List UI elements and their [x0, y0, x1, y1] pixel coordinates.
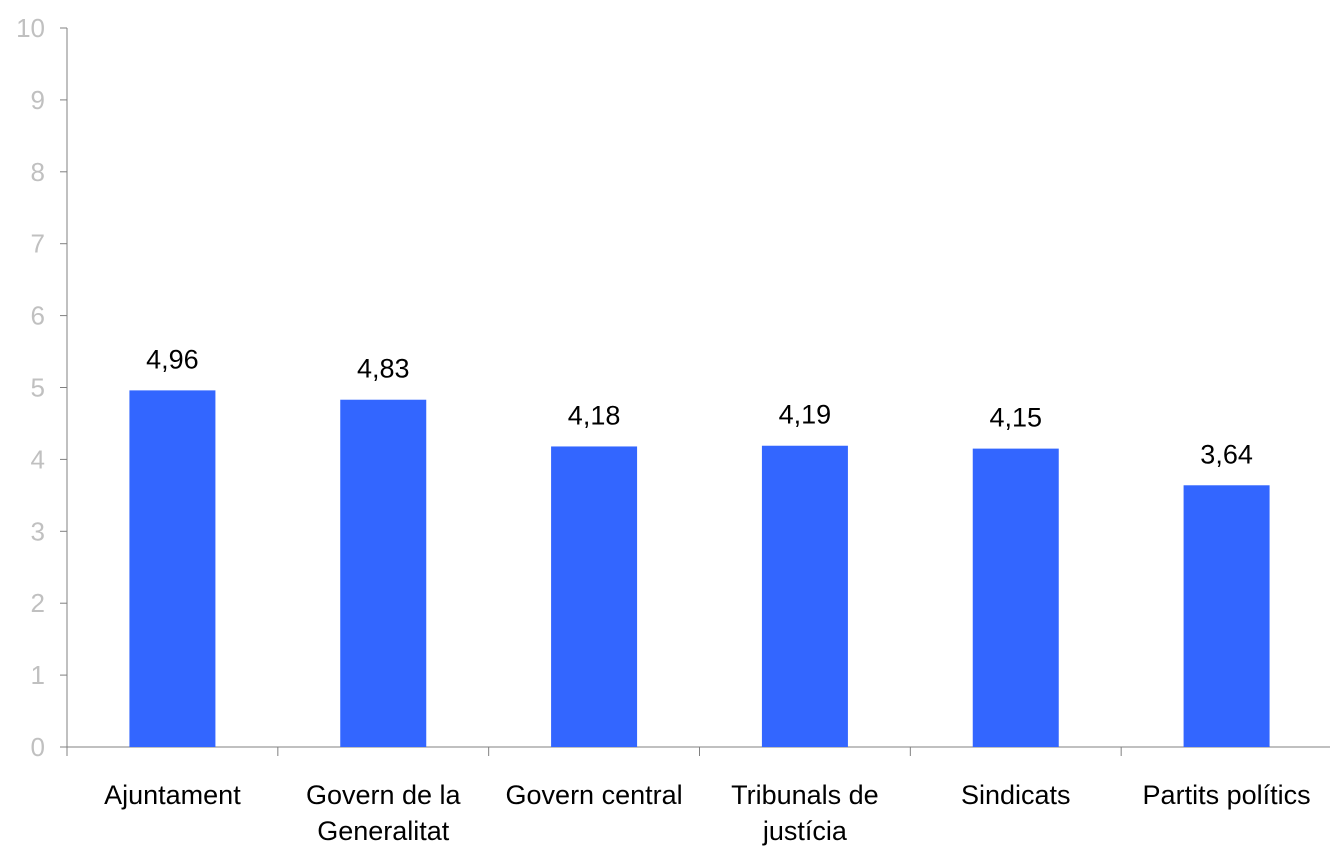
bar: [551, 446, 638, 747]
data-label: 4,19: [779, 400, 832, 430]
data-label: 3,64: [1200, 439, 1253, 469]
data-label: 4,18: [568, 400, 621, 430]
x-tick-label-line: Govern central: [506, 780, 683, 810]
bar: [129, 390, 216, 747]
x-tick-label-line: Ajuntament: [104, 780, 241, 810]
x-tick-label: Partits polítics: [1143, 780, 1311, 810]
x-tick-label: Ajuntament: [104, 780, 241, 810]
x-tick-label-line: Govern de la: [306, 780, 462, 810]
x-tick-label: Tribunals de justícia: [731, 780, 879, 846]
x-tick-label-line: Generalitat: [317, 816, 450, 846]
y-tick-label: 8: [31, 157, 45, 187]
bar: [761, 445, 848, 747]
data-label: 4,83: [357, 354, 410, 384]
x-tick-label: Govern central: [506, 780, 683, 810]
y-tick-label: 7: [31, 229, 45, 259]
bar: [1183, 485, 1270, 747]
x-tick-label-line: Tribunals de: [731, 780, 879, 810]
x-axis: Ajuntament Govern de la GeneralitatGovern …: [66, 746, 1330, 846]
y-tick-label: 10: [16, 13, 45, 43]
y-tick-label: 1: [31, 660, 45, 690]
y-tick-label: 2: [31, 588, 45, 618]
bar: [340, 399, 427, 747]
y-axis: 0 1 2 3 4 5 6 7 8 9 10: [16, 13, 68, 762]
y-tick-label: 0: [31, 732, 45, 762]
x-tick-label: Govern de la Generalitat: [306, 780, 462, 846]
data-label: 4,96: [146, 344, 199, 374]
bar: [972, 448, 1059, 747]
data-labels: 4,96 4,83 4,18 4,19 4,15 3,64: [146, 344, 1253, 469]
x-tick-label: Sindicats: [961, 780, 1071, 810]
x-tick-label-line: Sindicats: [961, 780, 1071, 810]
y-tick-label: 3: [31, 516, 45, 546]
y-tick-label: 4: [31, 444, 45, 474]
data-label: 4,15: [989, 403, 1042, 433]
y-tick-label: 9: [31, 85, 45, 115]
bars: [129, 390, 1270, 747]
x-tick-label-line: justícia: [762, 816, 848, 846]
y-tick-label: 5: [31, 373, 45, 403]
y-tick-label: 6: [31, 301, 45, 331]
x-tick-label-line: Partits polítics: [1143, 780, 1311, 810]
